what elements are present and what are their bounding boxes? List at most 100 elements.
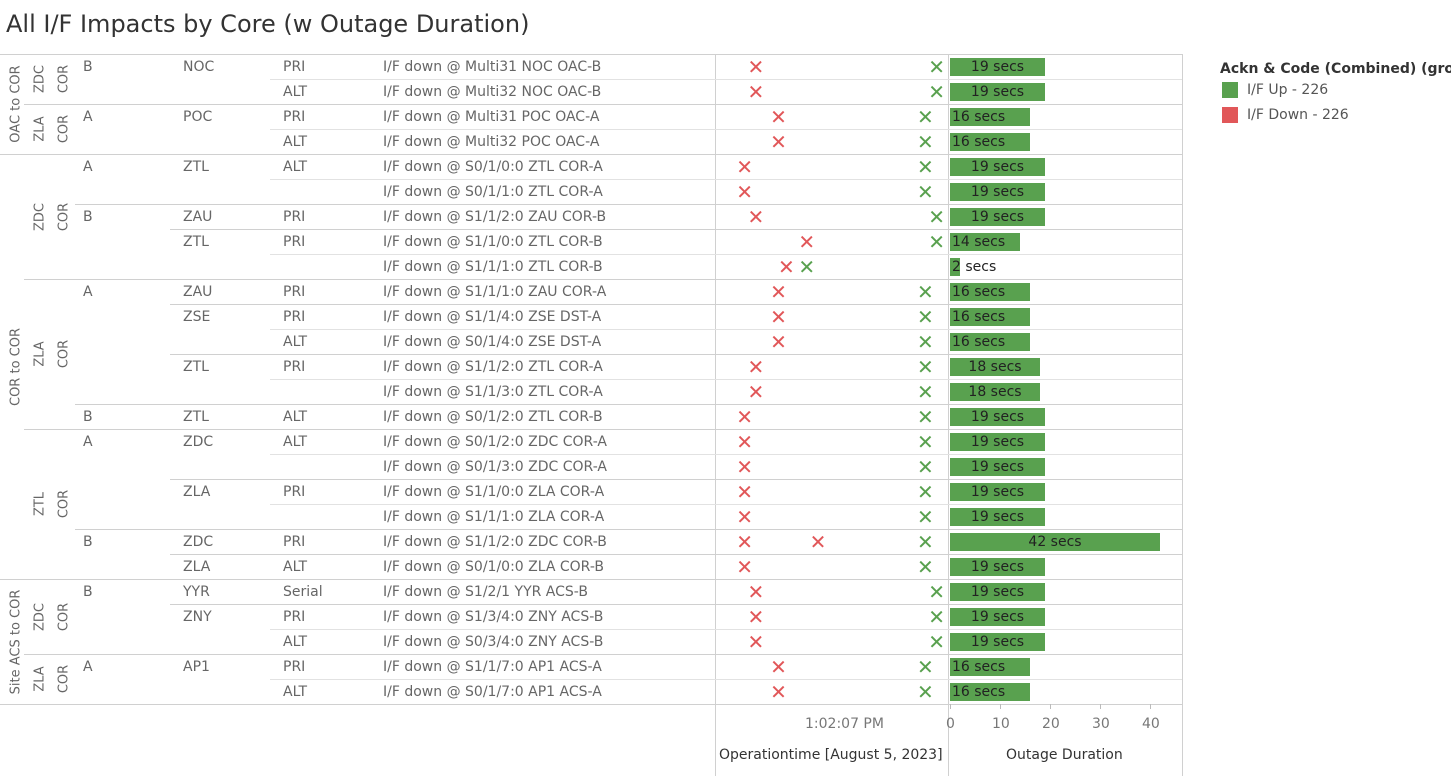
duration-label: 19 secs [970,208,1025,225]
row-divider [170,304,1182,305]
if-down-mark[interactable]: ✕ [770,304,787,329]
if-down-mark[interactable]: ✕ [736,454,753,479]
duration-bar[interactable] [950,482,1045,501]
duration-label: 19 secs [970,558,1025,575]
if-up-mark[interactable]: ✕ [917,154,934,179]
if-up-mark[interactable]: ✕ [917,379,934,404]
if-up-mark[interactable]: ✕ [917,304,934,329]
duration-bar[interactable] [950,107,1030,126]
if-up-mark[interactable]: ✕ [917,104,934,129]
site-label: ZLA [183,484,211,500]
if-up-mark[interactable]: ✕ [917,654,934,679]
path-label: ALT [283,409,308,425]
if-down-mark[interactable]: ✕ [736,504,753,529]
time-tick-label: 1:02:07 PM [805,716,884,732]
interface-description: I/F down @ S1/1/7:0 AP1 ACS-A [383,659,602,675]
if-down-mark[interactable]: ✕ [798,229,816,254]
if-up-mark[interactable]: ✕ [917,179,934,204]
duration-bar[interactable] [950,382,1040,401]
duration-label: 19 secs [970,83,1025,100]
side-label: A [83,659,93,675]
if-up-mark[interactable]: ✕ [917,354,934,379]
duration-bar[interactable] [950,657,1030,676]
duration-bar[interactable] [950,557,1045,576]
row-divider [24,429,1182,430]
if-down-mark[interactable]: ✕ [736,179,753,204]
if-up-mark[interactable]: ✕ [917,479,934,504]
side-label: A [83,284,93,300]
if-up-mark[interactable]: ✕ [917,554,934,579]
if-down-mark[interactable]: ✕ [736,404,753,429]
if-down-mark[interactable]: ✕ [736,154,753,179]
if-down-mark[interactable]: ✕ [736,429,753,454]
duration-tick [1150,704,1151,709]
duration-bar[interactable] [950,682,1030,701]
duration-bar[interactable] [950,532,1160,551]
if-down-mark[interactable]: ✕ [747,579,765,604]
duration-bar[interactable] [950,332,1030,351]
if-down-mark[interactable]: ✕ [736,554,753,579]
if-up-mark[interactable]: ✕ [917,454,934,479]
if-up-mark[interactable]: ✕ [928,579,946,604]
if-down-mark[interactable]: ✕ [736,479,753,504]
if-down-mark[interactable]: ✕ [747,604,765,629]
duration-bar[interactable] [950,207,1045,226]
if-down-mark[interactable]: ✕ [747,204,765,229]
duration-bar[interactable] [950,257,960,276]
if-down-mark[interactable]: ✕ [770,329,787,354]
if-up-mark[interactable]: ✕ [917,279,934,304]
if-down-mark[interactable]: ✕ [770,654,787,679]
if-up-mark[interactable]: ✕ [917,679,934,704]
core-label: ZLA [32,116,48,142]
interface-description: I/F down @ S0/1/4:0 ZSE DST-A [383,334,602,350]
if-down-mark[interactable]: ✕ [770,279,787,304]
if-up-mark[interactable]: ✕ [917,529,934,554]
core-sub-label: COR [56,664,72,694]
duration-bar[interactable] [950,632,1045,651]
if-down-mark[interactable]: ✕ [747,54,765,79]
if-up-mark[interactable]: ✕ [928,604,946,629]
duration-bar[interactable] [950,357,1040,376]
duration-bar[interactable] [950,182,1045,201]
if-up-mark[interactable]: ✕ [917,504,934,529]
duration-bar[interactable] [950,157,1045,176]
if-up-mark[interactable]: ✕ [928,629,946,654]
if-up-mark[interactable]: ✕ [798,254,816,279]
duration-bar[interactable] [950,282,1030,301]
if-up-mark[interactable]: ✕ [917,404,934,429]
interface-description: I/F down @ S0/1/0:0 ZLA COR-B [383,559,604,575]
if-up-mark[interactable]: ✕ [928,204,946,229]
if-down-mark[interactable]: ✕ [747,379,765,404]
if-up-mark[interactable]: ✕ [928,79,946,104]
if-up-mark[interactable]: ✕ [928,229,946,254]
row-divider [270,679,1182,680]
if-down-mark[interactable]: ✕ [770,679,787,704]
if-down-mark[interactable]: ✕ [770,104,787,129]
if-up-mark[interactable]: ✕ [917,429,934,454]
if-up-mark[interactable]: ✕ [917,329,934,354]
duration-label: 19 secs [970,508,1025,525]
duration-bar[interactable] [950,432,1045,451]
duration-bar[interactable] [950,457,1045,476]
duration-bar[interactable] [950,232,1020,251]
if-down-mark[interactable]: ✕ [736,529,753,554]
if-up-mark[interactable]: ✕ [917,129,934,154]
duration-bar[interactable] [950,407,1045,426]
if-up-mark[interactable]: ✕ [928,54,946,79]
duration-bar[interactable] [950,607,1045,626]
if-down-mark[interactable]: ✕ [747,354,765,379]
if-down-mark[interactable]: ✕ [747,629,765,654]
duration-bar[interactable] [950,57,1045,76]
if-down-mark[interactable]: ✕ [778,254,795,279]
duration-bar[interactable] [950,582,1045,601]
duration-bar[interactable] [950,82,1045,101]
path-label: PRI [283,209,306,225]
if-down-mark[interactable]: ✕ [747,79,765,104]
if-down-mark[interactable]: ✕ [770,129,787,154]
duration-bar[interactable] [950,507,1045,526]
path-label: PRI [283,109,306,125]
duration-bar[interactable] [950,132,1030,151]
if-down-mark[interactable]: ✕ [809,529,827,554]
duration-bar[interactable] [950,307,1030,326]
